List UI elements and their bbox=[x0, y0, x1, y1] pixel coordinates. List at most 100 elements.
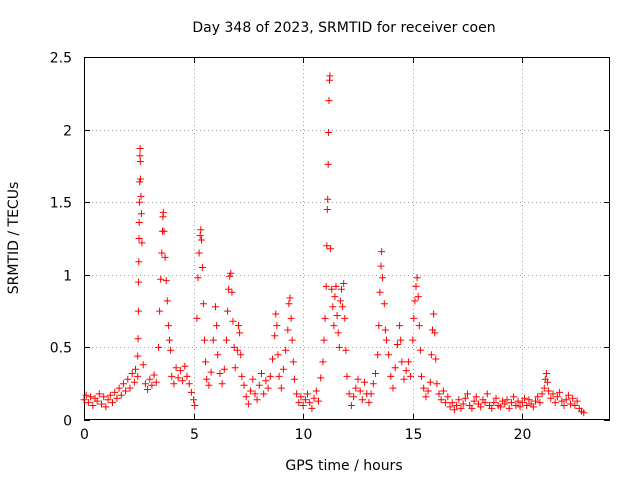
data-point bbox=[224, 307, 232, 315]
data-point bbox=[472, 393, 480, 401]
data-point bbox=[333, 312, 341, 319]
data-point bbox=[544, 378, 551, 386]
data-point bbox=[159, 208, 167, 216]
data-point bbox=[299, 402, 307, 409]
data-point bbox=[375, 322, 383, 330]
data-point bbox=[273, 322, 281, 330]
data-point bbox=[286, 294, 294, 302]
data-point bbox=[396, 322, 404, 330]
data-point bbox=[157, 275, 165, 283]
data-point bbox=[525, 396, 533, 404]
data-point bbox=[545, 387, 553, 395]
data-point bbox=[136, 158, 144, 165]
data-point bbox=[196, 232, 204, 240]
data-point bbox=[580, 409, 588, 417]
data-point bbox=[398, 358, 406, 366]
data-point bbox=[117, 391, 125, 399]
data-point bbox=[237, 351, 245, 359]
data-point bbox=[264, 384, 272, 392]
data-point bbox=[253, 396, 261, 404]
data-point bbox=[289, 358, 297, 366]
data-point bbox=[437, 396, 445, 404]
data-point bbox=[152, 378, 160, 386]
y-tick-label: 1.5 bbox=[50, 196, 72, 212]
data-point bbox=[461, 394, 469, 402]
data-point bbox=[435, 390, 443, 398]
data-point bbox=[448, 399, 456, 407]
data-point bbox=[134, 307, 142, 315]
data-point bbox=[240, 381, 248, 389]
data-point bbox=[560, 402, 568, 409]
data-point bbox=[144, 386, 152, 393]
data-point bbox=[549, 390, 557, 398]
data-point bbox=[214, 351, 222, 359]
data-point bbox=[122, 387, 130, 395]
data-point bbox=[380, 300, 388, 308]
data-point bbox=[529, 403, 537, 411]
y-tick-label: 1 bbox=[63, 269, 72, 285]
data-point bbox=[457, 404, 465, 412]
data-point bbox=[203, 375, 211, 383]
data-point bbox=[383, 336, 390, 344]
data-point bbox=[194, 274, 202, 282]
data-point bbox=[295, 399, 303, 407]
data-point bbox=[199, 300, 207, 308]
data-point bbox=[195, 249, 203, 257]
data-point bbox=[325, 129, 333, 136]
data-point bbox=[183, 372, 191, 380]
data-point bbox=[134, 335, 142, 343]
data-point bbox=[160, 227, 168, 235]
data-point bbox=[111, 388, 119, 396]
data-point bbox=[231, 364, 239, 372]
data-point bbox=[174, 374, 182, 382]
data-point bbox=[80, 396, 88, 404]
data-point bbox=[198, 236, 205, 244]
data-point bbox=[477, 403, 485, 411]
data-point bbox=[332, 282, 340, 290]
y-tick-label: 0 bbox=[63, 414, 72, 430]
data-point bbox=[262, 377, 270, 385]
data-point bbox=[481, 399, 489, 407]
data-point bbox=[225, 285, 233, 293]
data-point bbox=[397, 336, 405, 344]
data-point bbox=[521, 394, 528, 402]
data-point bbox=[431, 329, 439, 337]
x-axis-label: GPS time / hours bbox=[285, 458, 402, 474]
data-point bbox=[306, 399, 314, 407]
data-point bbox=[220, 365, 228, 373]
data-point bbox=[335, 343, 343, 351]
data-point bbox=[514, 397, 522, 405]
data-point bbox=[218, 380, 226, 388]
data-point bbox=[148, 381, 156, 389]
data-point bbox=[201, 336, 208, 344]
data-point bbox=[413, 274, 421, 282]
data-point bbox=[379, 274, 386, 282]
data-point bbox=[358, 396, 366, 404]
data-point bbox=[432, 355, 440, 363]
data-point bbox=[569, 394, 577, 402]
data-point bbox=[223, 336, 230, 344]
data-point bbox=[213, 322, 221, 330]
data-point bbox=[190, 396, 198, 404]
data-point bbox=[331, 293, 339, 301]
data-point bbox=[426, 378, 434, 386]
data-point bbox=[284, 326, 292, 334]
x-tick-label: 0 bbox=[80, 427, 89, 443]
data-point bbox=[424, 387, 432, 395]
data-point bbox=[115, 384, 123, 392]
data-point bbox=[365, 399, 373, 407]
data-point bbox=[164, 322, 172, 330]
data-point bbox=[102, 403, 110, 411]
data-point bbox=[444, 393, 452, 401]
data-point bbox=[260, 390, 268, 398]
data-point bbox=[238, 372, 246, 380]
data-point bbox=[274, 351, 282, 359]
data-point bbox=[369, 380, 377, 388]
data-point bbox=[321, 314, 329, 322]
data-point bbox=[518, 399, 526, 407]
y-tick-label: 2.5 bbox=[50, 51, 72, 67]
data-point bbox=[156, 307, 164, 315]
data-point bbox=[272, 310, 280, 318]
data-point bbox=[319, 358, 327, 366]
data-point bbox=[492, 394, 500, 402]
